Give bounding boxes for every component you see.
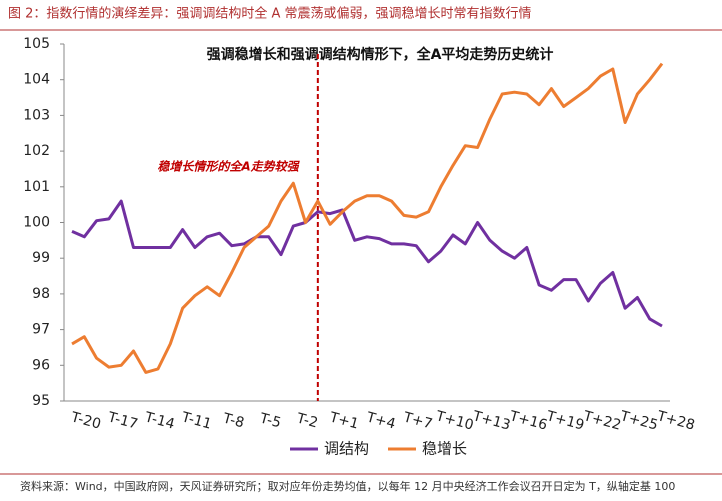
x-tick-label: T-17 — [105, 409, 139, 433]
x-tick-label: T+16 — [507, 408, 549, 434]
y-tick-label: 103 — [23, 107, 50, 123]
y-tick-label: 96 — [32, 357, 50, 373]
y-tick-label: 95 — [32, 393, 50, 409]
x-tick-label: T+22 — [581, 408, 623, 434]
x-tick-label: T+10 — [433, 408, 475, 434]
chart-title: 图 2：指数行情的演绎差异：强调调结构时全 A 常震荡或偏弱，强调稳增长时常有指… — [8, 6, 532, 22]
x-tick-label: T-14 — [142, 409, 176, 433]
source-note: 资料来源：Wind，中国政府网，天风证券研究所；取对应年份走势均值，以每年 12… — [20, 479, 675, 493]
legend-label: 调结构 — [324, 440, 369, 458]
x-tick-label: T+13 — [470, 408, 512, 434]
y-tick-label: 97 — [32, 322, 50, 338]
y-tick-label: 99 — [32, 250, 50, 266]
y-tick-label: 101 — [23, 179, 50, 195]
x-tick-label: T+1 — [327, 409, 360, 432]
x-tick-label: T-20 — [68, 409, 102, 433]
y-tick-label: 102 — [23, 143, 50, 159]
x-tick-label: T+19 — [544, 408, 586, 434]
chart-subtitle: 强调稳增长和强调调结构情形下，全A平均走势历史统计 — [207, 46, 554, 63]
series-line — [71, 62, 664, 374]
y-tick-label: 98 — [32, 286, 50, 302]
y-tick-label: 100 — [23, 215, 50, 231]
x-tick-label: T+25 — [618, 408, 660, 434]
x-tick-label: T+4 — [364, 409, 397, 432]
x-tick-label: T+28 — [655, 408, 697, 434]
legend-label: 稳增长 — [422, 440, 467, 458]
y-tick-label: 104 — [23, 72, 50, 88]
x-tick-label: T-2 — [294, 410, 320, 431]
annotation: 稳增长情形的全A走势较强 — [157, 160, 300, 174]
x-tick-label: T-11 — [179, 409, 213, 433]
y-tick-label: 105 — [23, 36, 50, 52]
x-tick-label: T+7 — [401, 409, 434, 432]
x-tick-label: T-5 — [257, 410, 283, 431]
x-tick-label: T-8 — [220, 410, 246, 431]
series-line — [71, 199, 663, 328]
